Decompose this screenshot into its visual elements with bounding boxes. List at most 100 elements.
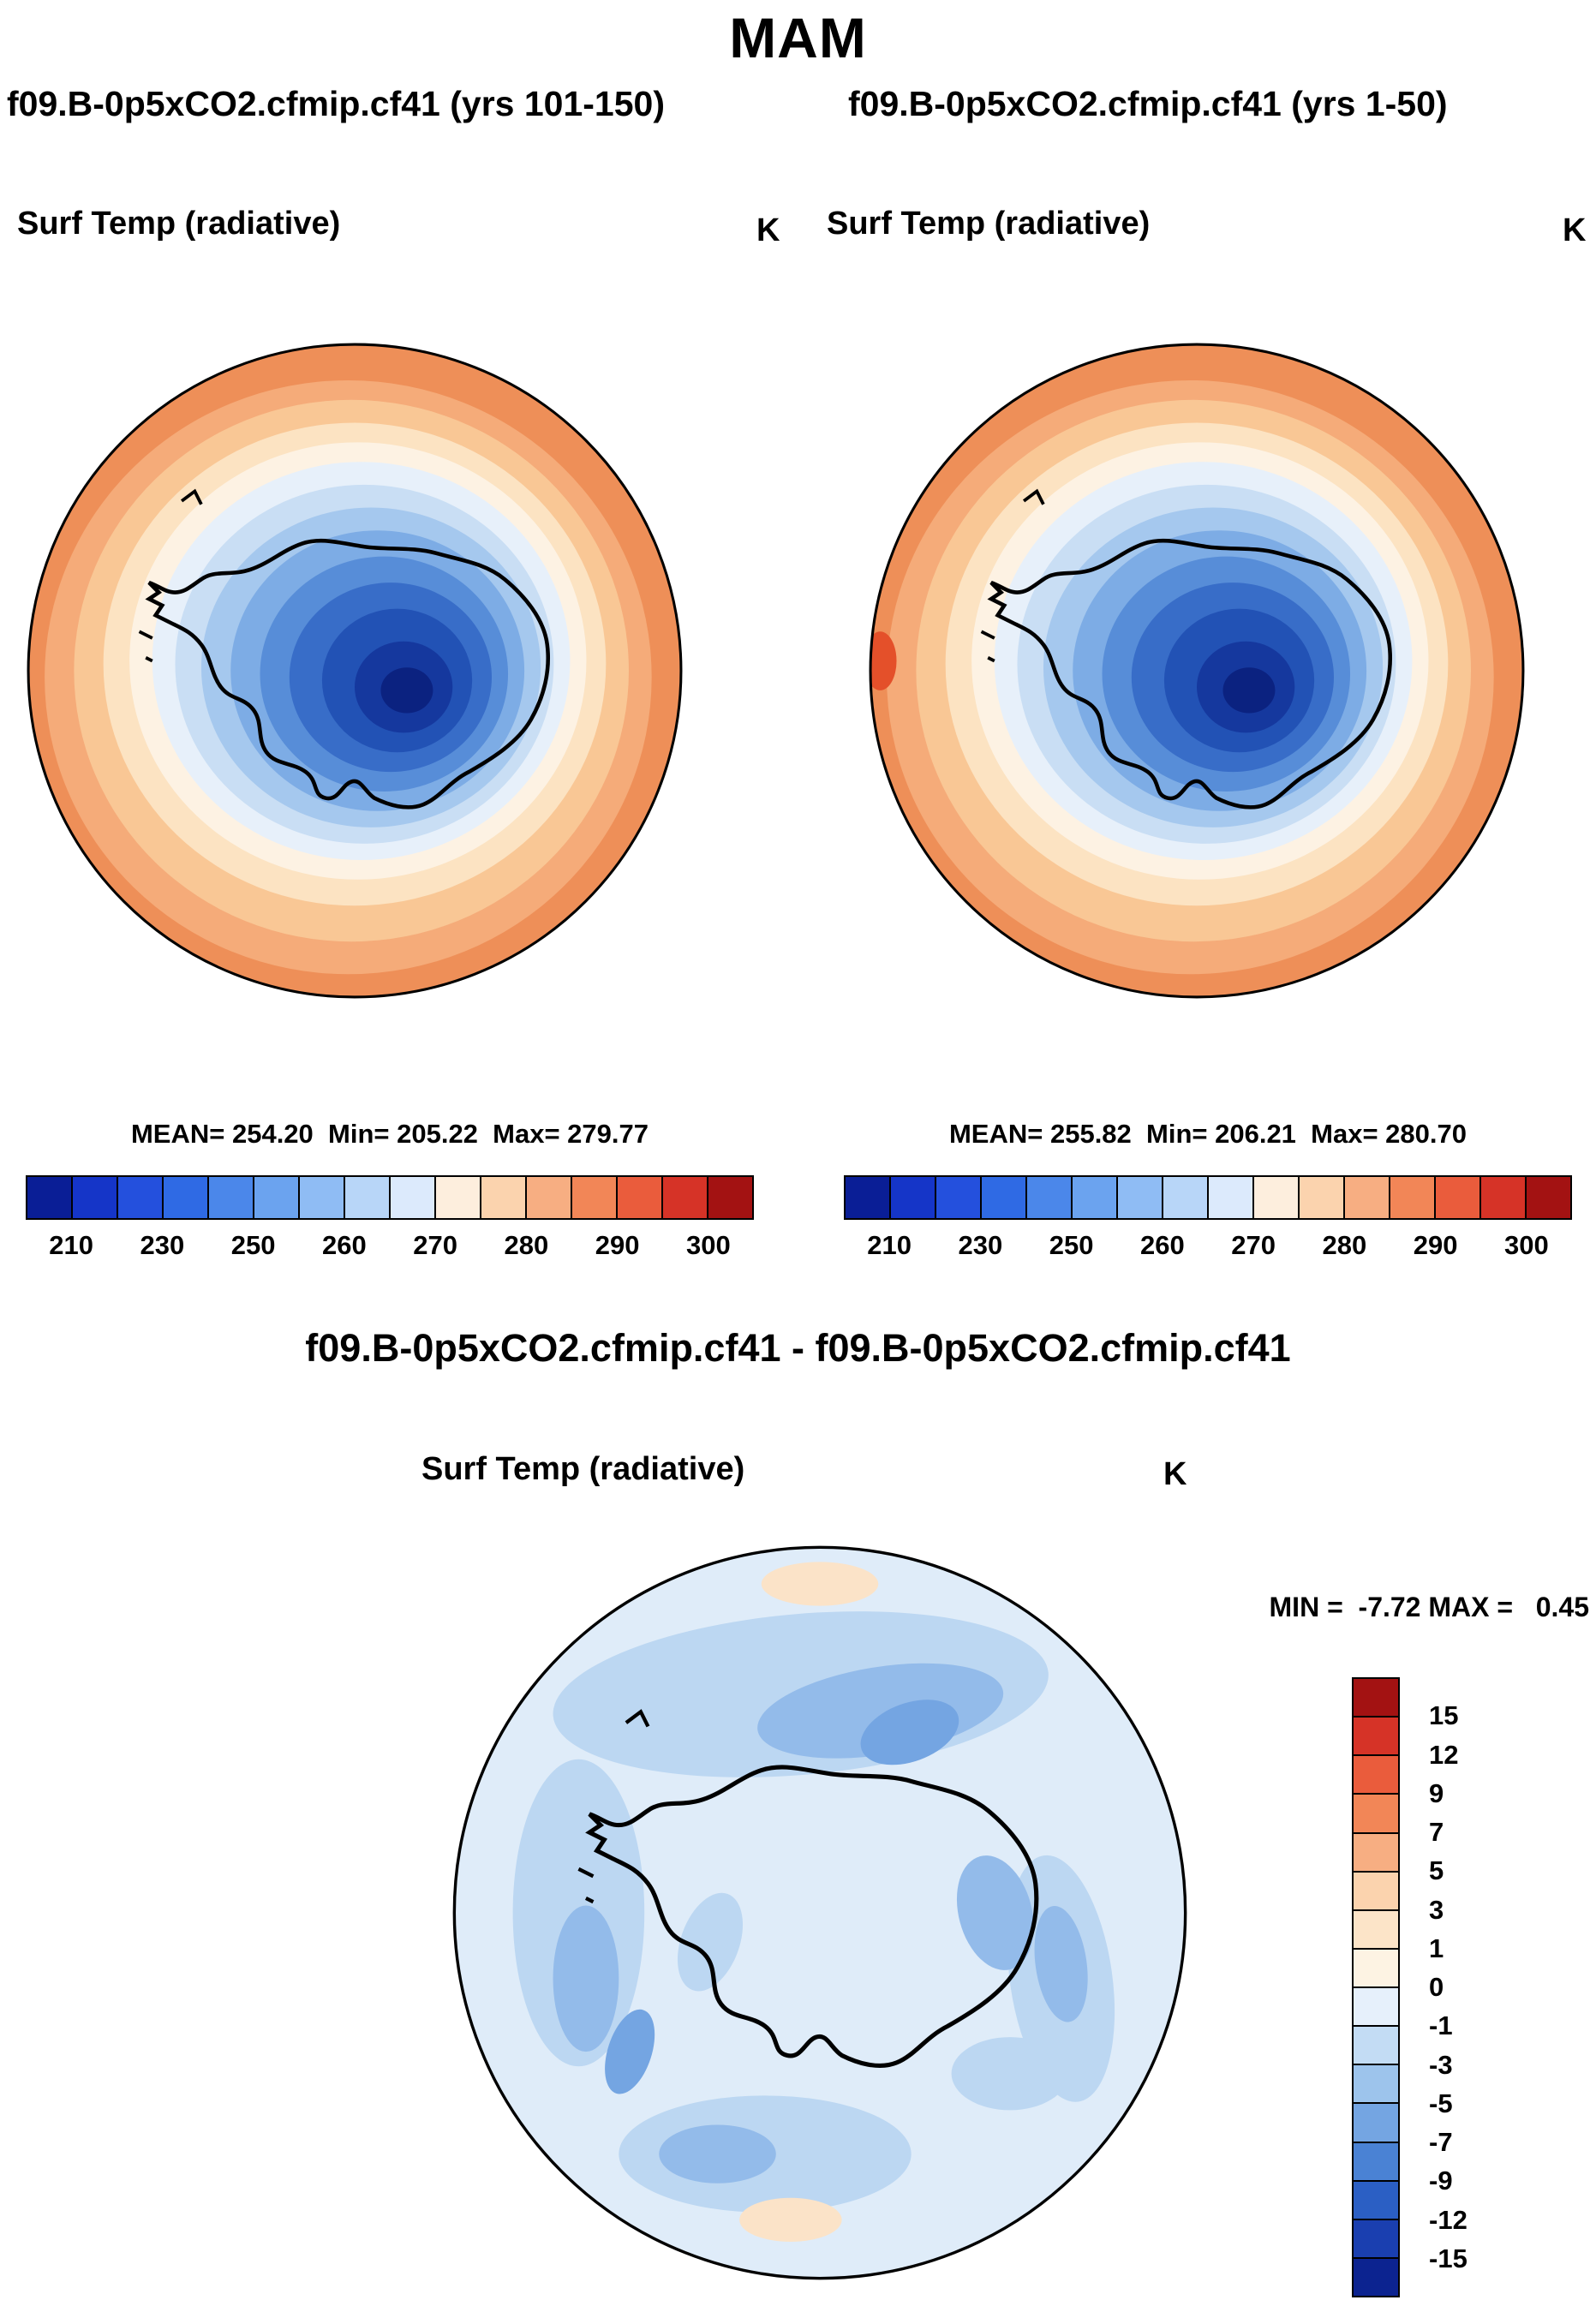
right-colorbar	[844, 1175, 1572, 1220]
colorbar-cell	[935, 1177, 980, 1218]
colorbar-cell	[1354, 2102, 1398, 2142]
colorbar-tick-label: 300	[686, 1230, 731, 1260]
colorbar-cell	[1071, 1177, 1116, 1218]
colorbar-cell	[1025, 1177, 1071, 1218]
colorbar-cell	[1354, 1986, 1398, 2026]
colorbar-cell	[344, 1177, 389, 1218]
colorbar-tick-label: 290	[595, 1230, 640, 1260]
colorbar-tick-label: -15	[1429, 2243, 1467, 2273]
colorbar-tick-label: -1	[1429, 2010, 1453, 2041]
left-polar-map-svg	[27, 343, 683, 999]
warm-spot-left-rim	[870, 631, 897, 690]
colorbar-cell	[480, 1177, 525, 1218]
diff-colorbar-ticks: 15 12 9 7 5 3 1 0 -1 -3 -5 -7 -9 -12 -15	[1429, 1677, 1532, 2297]
colorbar-cell	[1354, 2025, 1398, 2064]
warm-anomaly-top	[761, 1562, 879, 1606]
colorbar-tick-label: 15	[1429, 1700, 1459, 1731]
colorbar-tick-label: 250	[230, 1230, 276, 1260]
left-map-contours	[28, 344, 681, 997]
right-map-contours	[870, 344, 1523, 997]
diff-variable-label: Surf Temp (radiative)	[421, 1451, 745, 1487]
colorbar-cell	[253, 1177, 298, 1218]
colorbar-cell	[525, 1177, 571, 1218]
colorbar-tick-label: 12	[1429, 1739, 1459, 1770]
colorbar-cell	[1389, 1177, 1434, 1218]
colorbar-tick-label: 9	[1429, 1777, 1444, 1808]
colorbar-cell	[889, 1177, 935, 1218]
colorbar-cell	[434, 1177, 480, 1218]
colorbar-cell	[71, 1177, 117, 1218]
left-colorbar	[26, 1175, 754, 1220]
colorbar-cell	[298, 1177, 344, 1218]
left-stats-line: MEAN= 254.20 Min= 205.22 Max= 279.77	[130, 1119, 649, 1149]
colorbar-tick-label: 5	[1429, 1855, 1444, 1886]
colorbar-cell	[207, 1177, 253, 1218]
colorbar-cell	[1354, 1909, 1398, 1948]
colorbar-tick-label: 1	[1429, 1933, 1444, 1963]
colorbar-tick-label: 230	[958, 1230, 1003, 1260]
right-units-label: K	[1563, 212, 1587, 248]
colorbar-tick-label: 3	[1429, 1894, 1444, 1925]
colorbar-cell	[1354, 1947, 1398, 1986]
colorbar-tick-label: 270	[1231, 1230, 1276, 1260]
colorbar-cell	[1116, 1177, 1162, 1218]
colorbar-tick-label: -9	[1429, 2166, 1453, 2196]
right-panel-title: f09.B-0p5xCO2.cfmip.cf41 (yrs 1-50)	[848, 84, 1448, 123]
diff-map-contours	[454, 1547, 1186, 2279]
right-polar-map	[854, 328, 1539, 1013]
left-polar-map	[12, 328, 697, 1013]
colorbar-cell	[661, 1177, 707, 1218]
right-colorbar-ticks: 210 230 250 260 270 280 290 300	[844, 1230, 1572, 1266]
colorbar-cell	[162, 1177, 207, 1218]
colorbar-cell	[1354, 1716, 1398, 1755]
colorbar-cell	[1207, 1177, 1252, 1218]
map-boundary-circle	[869, 343, 1525, 999]
colorbar-tick-label: 230	[140, 1230, 185, 1260]
diff-colorbar	[1352, 1677, 1400, 2297]
colorbar-cell	[707, 1177, 752, 1218]
colorbar-tick-label: 0	[1429, 1972, 1444, 2002]
colorbar-cell	[1354, 2179, 1398, 2219]
difference-polar-map-svg	[452, 1545, 1187, 2280]
colorbar-tick-label: 290	[1413, 1230, 1458, 1260]
left-panel-title: f09.B-0p5xCO2.cfmip.cf41 (yrs 101-150)	[7, 84, 665, 123]
colorbar-tick-label: 280	[1322, 1230, 1367, 1260]
colorbar-cell	[1354, 1754, 1398, 1794]
map-boundary-circle	[452, 1545, 1187, 2280]
colorbar-tick-label: -12	[1429, 2204, 1467, 2235]
colorbar-cell	[1525, 1177, 1570, 1218]
colorbar-tick-label: 300	[1504, 1230, 1549, 1260]
colorbar-tick-label: 210	[49, 1230, 93, 1260]
colorbar-cell	[1354, 2141, 1398, 2180]
colorbar-tick-label: 260	[322, 1230, 367, 1260]
map-boundary-circle	[27, 343, 683, 999]
colorbar-cell	[1354, 2218, 1398, 2257]
colorbar-tick-label: -7	[1429, 2127, 1453, 2157]
colorbar-cell	[389, 1177, 434, 1218]
right-variable-label: Surf Temp (radiative)	[827, 206, 1151, 242]
colorbar-cell	[980, 1177, 1025, 1218]
season-title: MAM	[729, 6, 867, 69]
colorbar-cell	[117, 1177, 162, 1218]
colorbar-cell	[616, 1177, 661, 1218]
colorbar-tick-label: -5	[1429, 2088, 1453, 2118]
colorbar-cell	[1354, 2256, 1398, 2296]
colorbar-cell	[571, 1177, 616, 1218]
colorbar-cell	[1252, 1177, 1298, 1218]
warm-anomaly-bottom	[739, 2197, 842, 2242]
colorbar-cell	[1354, 2064, 1398, 2103]
colorbar-cell	[27, 1177, 71, 1218]
right-polar-map-svg	[869, 343, 1525, 999]
diff-minmax-line: MIN = -7.72 MAX = 0.45	[1269, 1592, 1589, 1622]
colorbar-cell	[1298, 1177, 1343, 1218]
colorbar-cell	[1354, 1793, 1398, 1832]
colorbar-tick-label: 250	[1049, 1230, 1094, 1260]
colorbar-cell	[1354, 1831, 1398, 1871]
colorbar-cell	[1354, 1870, 1398, 1909]
colorbar-cell	[1354, 1679, 1398, 1717]
colorbar-tick-label: 7	[1429, 1817, 1444, 1847]
colorbar-tick-label: -3	[1429, 2049, 1453, 2080]
difference-polar-map	[436, 1529, 1204, 2297]
colorbar-cell	[1479, 1177, 1525, 1218]
